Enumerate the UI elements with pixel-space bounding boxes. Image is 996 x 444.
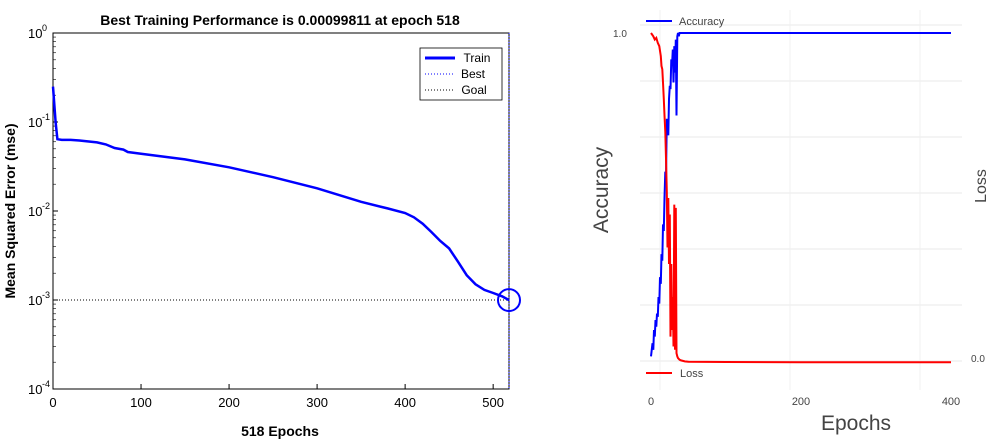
left-y-tick-exponent: -4 [42, 379, 50, 389]
left-legend: Train Best Goal [419, 47, 503, 101]
left-y-tick-exponent: -1 [42, 112, 50, 122]
left-x-axis-label: 518 Epochs [241, 423, 319, 439]
right-left-tick-label: 1.0 [613, 29, 627, 40]
left-x-tick-label: 400 [394, 395, 416, 410]
left-y-tick-base: 10 [28, 382, 42, 397]
left-chart-title: Best Training Performance is 0.00099811 … [100, 12, 460, 28]
legend-best-label: Best [461, 67, 486, 81]
right-lines [650, 32, 951, 364]
left-y-tick-exponent: 0 [42, 23, 47, 33]
left-x-tick-label: 500 [482, 395, 504, 410]
left-x-ticks: 0 100 200 300 400 500 [49, 384, 504, 410]
left-lines [51, 33, 510, 389]
left-x-tick-label: 300 [306, 395, 328, 410]
legend-goal-label: Goal [461, 83, 486, 97]
left-y-tick-base: 10 [28, 115, 42, 130]
right-x-tick-label: 400 [942, 396, 960, 408]
right-left-axis-label: Accuracy [590, 146, 613, 233]
left-y-tick-base: 10 [28, 204, 42, 219]
right-legend-accuracy: Accuracy [646, 16, 725, 28]
left-y-tick-base: 10 [28, 293, 42, 308]
right-x-ticks: 0 200 400 [648, 396, 960, 408]
left-y-tick-base: 10 [28, 26, 42, 41]
right-x-axis-label: Epochs [821, 412, 891, 435]
left-x-tick-label: 200 [218, 395, 240, 410]
left-x-tick-label: 100 [130, 395, 152, 410]
best-marker [497, 288, 521, 313]
right-right-axis-label: Loss [973, 169, 990, 203]
legend-train-label: Train [464, 51, 491, 65]
legend-loss-label: Loss [680, 368, 704, 380]
right-x-tick-label: 200 [792, 396, 810, 408]
right-right-tick-label: 0.0 [971, 354, 985, 365]
left-x-tick-label: 0 [49, 395, 56, 410]
left-y-tick-exponent: -2 [42, 201, 50, 211]
right-grid [640, 10, 962, 390]
loss-series-line [650, 32, 951, 364]
right-x-tick-label: 0 [648, 396, 654, 408]
left-y-axis-label: Mean Squared Error (mse) [2, 123, 18, 298]
right-chart: Accuracy Loss Epochs 1.0 0.0 0 200 400 Acc… [590, 10, 990, 435]
left-chart: Best Training Performance is 0.00099811 … [2, 12, 521, 439]
legend-accuracy-label: Accuracy [679, 16, 725, 28]
left-y-tick-exponent: -3 [42, 290, 50, 300]
right-legend-loss: Loss [646, 368, 704, 380]
accuracy-series-line [650, 32, 951, 357]
train-series-line [51, 86, 510, 302]
